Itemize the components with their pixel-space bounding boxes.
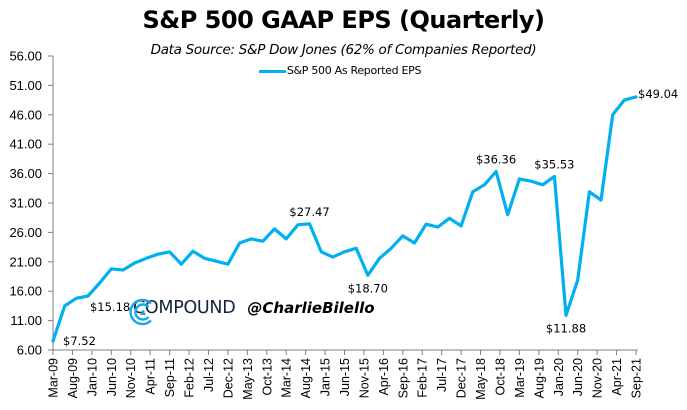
y-tick-label: 36.00 (9, 166, 42, 181)
x-tick-label: Apr-11 (144, 358, 158, 395)
y-tick-label: 56.00 (9, 49, 42, 64)
x-tick-label: Dec-12 (221, 358, 235, 398)
watermark: COMPOUND @CharlieBilello (129, 298, 375, 326)
data-labels: $7.52 $15.18 $27.47 $18.70 $36.36 $35.53 $11.8… (63, 87, 678, 348)
y-tick-label: 16.00 (9, 284, 42, 299)
compound-c-logo-icon (129, 298, 152, 326)
x-tick-label: Aug-09 (66, 358, 80, 398)
x-tick-label: Sep-21 (630, 358, 644, 398)
y-tick-label: 51.00 (9, 78, 42, 93)
x-tick-label: May-18 (474, 358, 488, 400)
x-tick-label: Apr-21 (610, 358, 624, 396)
y-tick-label: 11.00 (10, 313, 42, 328)
chart-subtitle: Data Source: S&P Dow Jones (62% of Compa… (150, 42, 537, 58)
x-tick-label: Nov-15 (357, 358, 371, 398)
data-label: $11.88 (546, 321, 586, 335)
legend-swatch (258, 69, 286, 73)
x-tick-label: Feb-12 (183, 358, 197, 398)
x-tick-label: Mar-14 (280, 358, 294, 398)
x-tick-label: Jun-20 (571, 358, 585, 396)
x-tick-label: Dec-17 (455, 358, 469, 398)
y-axis: 6.00 11.00 16.00 21.00 26.00 31.00 36.00 41.00 4… (9, 49, 54, 358)
data-label: $35.53 (534, 157, 574, 171)
y-tick-label: 6.00 (17, 343, 42, 358)
x-tick-label: Jul-12 (202, 358, 216, 392)
x-tick-label: Jun-15 (338, 358, 352, 396)
x-tick-label: Jan-20 (552, 358, 566, 396)
x-tick-label: Mar-19 (513, 358, 527, 398)
y-tick-label: 26.00 (9, 225, 42, 240)
data-label: $49.04 (638, 87, 678, 101)
x-tick-label: Aug-19 (532, 358, 546, 398)
x-tick-label: Jul-17 (435, 358, 449, 392)
legend: S&P 500 As Reported EPS (190, 64, 490, 77)
x-tick-label: Jun-10 (105, 358, 119, 396)
data-label: $15.18 (90, 300, 130, 314)
data-label: $7.52 (63, 334, 96, 348)
x-tick-label: Jan-15 (319, 358, 333, 396)
data-label: $36.36 (476, 152, 516, 166)
x-tick-label: Sep-16 (396, 358, 410, 398)
x-tick-label: May-13 (241, 358, 255, 400)
x-tick-label: Oct-18 (493, 358, 507, 396)
chart-title: S&P 500 GAAP EPS (Quarterly) (142, 6, 545, 34)
x-tick-label: Oct-13 (260, 358, 274, 396)
x-tick-label: Mar-09 (47, 358, 61, 398)
series-layer (51, 95, 638, 343)
y-tick-label: 41.00 (9, 137, 42, 152)
x-tick-label: Jan-10 (85, 358, 99, 396)
legend-label: S&P 500 As Reported EPS (286, 64, 422, 77)
x-tick-label: Aug-14 (299, 358, 313, 398)
y-tick-label: 21.00 (9, 254, 42, 269)
data-label: $18.70 (348, 281, 388, 295)
x-tick-label: Feb-17 (416, 358, 430, 398)
x-tick-label: Nov-10 (124, 358, 138, 398)
y-tick-label: 31.00 (9, 196, 42, 211)
x-tick-label: Sep-11 (163, 358, 177, 397)
x-axis: Mar-09 Aug-09 Jan-10 Jun-10 Nov-10 Apr-11 Sep-… (47, 349, 644, 400)
watermark-handle: @CharlieBilello (247, 299, 375, 317)
x-tick-label: Apr-16 (377, 358, 391, 396)
data-label: $27.47 (289, 205, 329, 219)
y-tick-label: 46.00 (9, 107, 42, 122)
watermark-brand: COMPOUND (133, 298, 236, 318)
x-tick-label: Nov-20 (591, 358, 605, 398)
